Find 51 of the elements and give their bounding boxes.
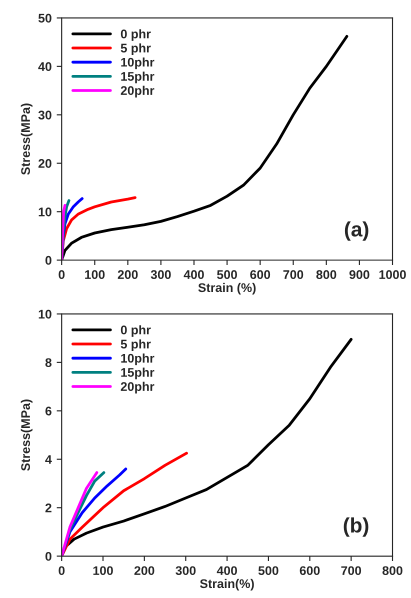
y-tick-label: 8 [45, 358, 52, 368]
legend-label: 0 phr [120, 325, 151, 337]
x-tick-label: 200 [118, 270, 138, 280]
y-tick-label: 0 [45, 552, 52, 561]
y-tick-label: 4 [45, 455, 52, 464]
x-tick-label: 1000 [379, 270, 406, 280]
y-tick-label: 40 [38, 62, 52, 72]
annotation: (b) [344, 517, 368, 537]
x-tick-label: 100 [93, 566, 113, 576]
y-tick-label: 20 [38, 159, 52, 168]
y-tick-label: 50 [38, 14, 52, 23]
x-tick-label: 800 [316, 270, 336, 280]
legend-label: 5 phr [120, 339, 151, 352]
x-tick-label: 600 [300, 566, 320, 576]
line-series [62, 452, 188, 556]
x-tick-label: 200 [134, 566, 154, 576]
x-tick-label: 300 [176, 566, 196, 576]
x-tick-label: 600 [250, 270, 270, 280]
legend-label: 10phr [121, 57, 154, 70]
y-tick-label: 2 [45, 504, 52, 512]
x-tick-label: 500 [258, 566, 278, 576]
x-tick-label: 700 [283, 270, 304, 280]
x-tick-label: 300 [150, 270, 171, 280]
y-tick-label: 6 [45, 406, 52, 416]
legend-label: 20phr [120, 86, 154, 98]
x-tick-label: 400 [184, 270, 204, 280]
x-tick-label: 0 [58, 566, 65, 576]
y-tick-label: 10 [38, 310, 52, 319]
y-axis-title: Stress(MPa) [20, 104, 32, 175]
x-axis-title: Strain (%) [198, 282, 256, 295]
x-tick-label: 800 [382, 566, 402, 576]
annotation: (a) [344, 221, 368, 241]
x-tick-label: 500 [217, 270, 237, 280]
line-series [62, 204, 66, 260]
legend-label: 5 phr [120, 43, 151, 55]
legend-label: 0 phr [120, 29, 151, 41]
y-tick-label: 30 [38, 110, 52, 120]
line-series [62, 471, 98, 556]
x-axis-title: Strain(%) [200, 578, 254, 591]
legend-label: 15phr [121, 72, 154, 84]
legend-label: 20phr [120, 382, 154, 394]
x-tick-label: 100 [85, 270, 105, 280]
x-tick-label: 700 [341, 566, 362, 576]
legend-label: 15phr [121, 368, 154, 380]
x-tick-label: 400 [216, 566, 237, 576]
y-axis-title: Stress(MPa) [20, 400, 32, 471]
y-tick-label: 0 [45, 256, 52, 265]
y-tick-label: 10 [38, 207, 52, 216]
x-tick-label: 0 [58, 270, 65, 280]
x-tick-label: 900 [349, 270, 370, 280]
legend-label: 10phr [121, 354, 154, 366]
